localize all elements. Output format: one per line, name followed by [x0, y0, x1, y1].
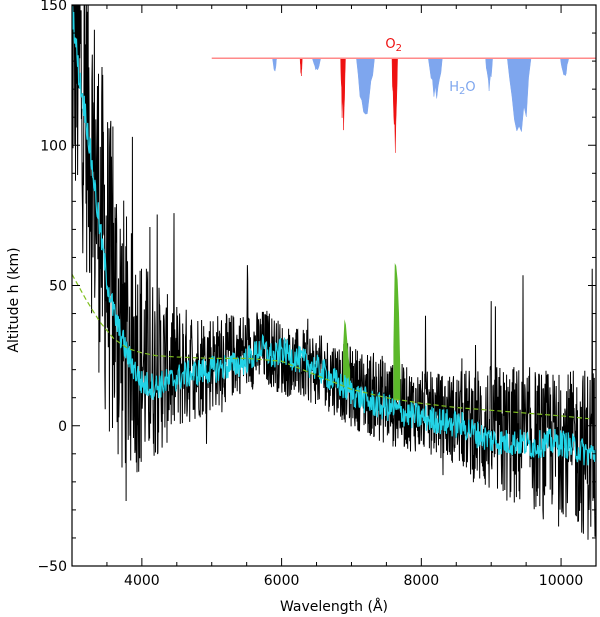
y-tick-label-50: 50 [49, 279, 67, 295]
axes: 4000 6000 8000 10000 −50 0 50 100 150 [37, 0, 597, 589]
y-tick-label-150: 150 [40, 0, 67, 14]
x-tick-label-6000: 6000 [264, 573, 300, 589]
green-band-1 [343, 319, 351, 387]
o2-absorption-band-3 [391, 58, 398, 153]
h2o-absorption-band-6 [507, 58, 532, 132]
o2-absorption-band-1 [299, 58, 303, 77]
h2o-label: H2O [449, 80, 475, 97]
model-curve [72, 274, 590, 420]
h2o-absorption-band-7 [560, 58, 570, 77]
h2o-absorption-band-1 [272, 58, 277, 72]
x-tick-label-8000: 8000 [404, 573, 440, 589]
o2-label: O2 [385, 37, 402, 54]
h2o-absorption-band-3 [356, 58, 375, 115]
h2o-absorption-band-5 [485, 58, 493, 92]
x-tick-label-10000: 10000 [539, 573, 584, 589]
y-tick-label-0: 0 [58, 419, 67, 435]
o2-absorption-band-2 [340, 58, 346, 131]
green-band-2 [393, 263, 401, 401]
smooth-spectrum-line [72, 6, 596, 466]
y-axis-label: Altitude h (km) [6, 247, 22, 352]
y-tick-label--50: −50 [37, 559, 67, 575]
h2o-absorption-band-4 [428, 58, 443, 99]
noisy-spectrum-line [72, 5, 596, 540]
h2o-absorption-band-2 [311, 58, 322, 71]
x-tick-label-4000: 4000 [124, 573, 160, 589]
y-tick-label-100: 100 [40, 138, 67, 154]
plot-area [72, 5, 596, 540]
x-axis-label: Wavelength (Å) [280, 598, 388, 615]
